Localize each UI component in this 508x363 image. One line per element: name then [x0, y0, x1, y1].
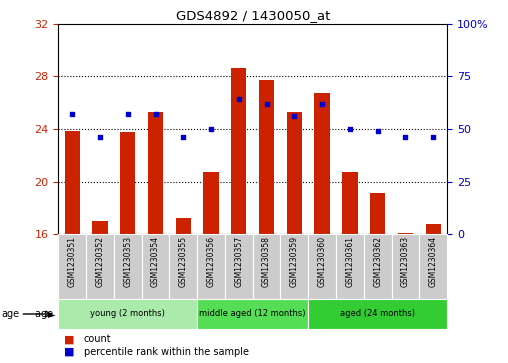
Text: GSM1230364: GSM1230364 — [429, 236, 438, 287]
Bar — [197, 234, 225, 299]
Text: GSM1230355: GSM1230355 — [179, 236, 188, 287]
Bar — [308, 234, 336, 299]
Bar — [58, 299, 197, 329]
Point — [179, 134, 187, 140]
Bar — [308, 299, 447, 329]
Text: percentile rank within the sample: percentile rank within the sample — [84, 347, 249, 357]
Text: age: age — [2, 309, 20, 319]
Bar — [336, 234, 364, 299]
Bar — [287, 113, 302, 234]
Bar — [364, 234, 392, 299]
Text: count: count — [84, 334, 111, 344]
Text: GSM1230356: GSM1230356 — [207, 236, 215, 287]
Bar — [259, 79, 274, 234]
Bar — [225, 234, 253, 299]
Point — [263, 101, 271, 106]
Bar — [342, 172, 358, 234]
Bar — [197, 299, 308, 329]
Bar — [204, 172, 219, 234]
Bar — [392, 234, 419, 299]
Bar — [65, 131, 80, 234]
Bar — [280, 234, 308, 299]
Text: ■: ■ — [64, 347, 74, 357]
Bar — [253, 234, 280, 299]
Point — [429, 134, 437, 140]
Bar — [231, 68, 246, 234]
Text: GSM1230357: GSM1230357 — [234, 236, 243, 287]
Text: GSM1230351: GSM1230351 — [68, 236, 77, 287]
Point — [401, 134, 409, 140]
Bar — [114, 234, 142, 299]
Text: GSM1230360: GSM1230360 — [318, 236, 327, 287]
Bar — [314, 93, 330, 234]
Point — [124, 111, 132, 117]
Text: middle aged (12 months): middle aged (12 months) — [200, 310, 306, 318]
Text: GSM1230359: GSM1230359 — [290, 236, 299, 287]
Text: ►: ► — [48, 309, 56, 319]
Bar — [86, 234, 114, 299]
Point — [318, 101, 326, 106]
Bar — [148, 113, 163, 234]
Text: GSM1230353: GSM1230353 — [123, 236, 132, 287]
Point — [151, 111, 160, 117]
Bar — [419, 234, 447, 299]
Bar — [176, 218, 191, 234]
Bar — [426, 224, 441, 234]
Bar — [120, 132, 136, 234]
Point — [96, 134, 104, 140]
Text: young (2 months): young (2 months) — [90, 310, 165, 318]
Bar — [170, 234, 197, 299]
Text: ■: ■ — [64, 334, 74, 344]
Text: GSM1230362: GSM1230362 — [373, 236, 382, 287]
Text: GSM1230361: GSM1230361 — [345, 236, 355, 287]
Text: GSM1230352: GSM1230352 — [96, 236, 105, 287]
Text: age: age — [35, 309, 56, 319]
Point — [346, 126, 354, 132]
Bar — [370, 193, 385, 234]
Text: aged (24 months): aged (24 months) — [340, 310, 415, 318]
Text: GDS4892 / 1430050_at: GDS4892 / 1430050_at — [176, 9, 330, 22]
Text: GSM1230354: GSM1230354 — [151, 236, 160, 287]
Text: GSM1230358: GSM1230358 — [262, 236, 271, 287]
Bar — [142, 234, 170, 299]
Bar — [92, 221, 108, 234]
Point — [68, 111, 76, 117]
Text: GSM1230363: GSM1230363 — [401, 236, 410, 287]
Bar — [398, 233, 413, 234]
Bar — [58, 234, 86, 299]
Point — [373, 128, 382, 134]
Point — [290, 113, 298, 119]
Point — [235, 97, 243, 102]
Point — [207, 126, 215, 132]
